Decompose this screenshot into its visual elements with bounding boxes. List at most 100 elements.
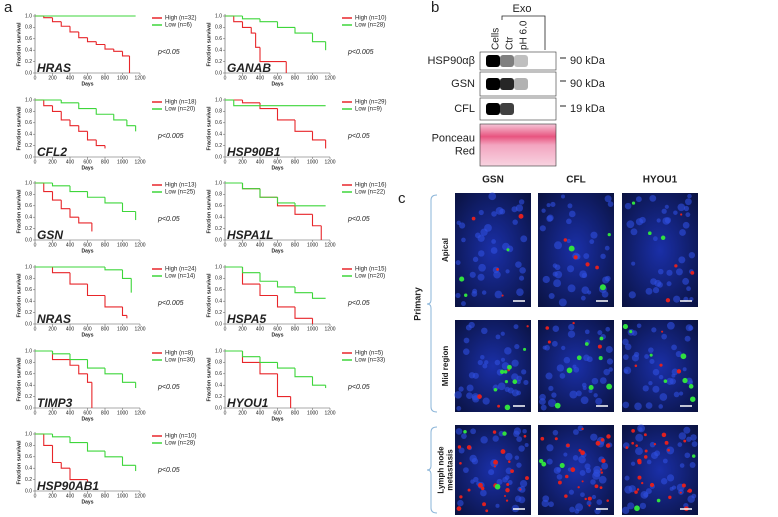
legend-label: Low (n=9) [355, 107, 382, 113]
red-signal [588, 504, 591, 507]
green-signal [503, 369, 508, 374]
nucleus [473, 476, 479, 483]
red-signal [467, 488, 471, 492]
gene-label: HSP90AB1 [37, 479, 99, 493]
survival-step [259, 102, 278, 110]
row-label: Red [455, 145, 475, 157]
gene-label: HRAS [37, 61, 71, 75]
nucleus [666, 377, 674, 385]
y-tick-label: 0.2 [25, 477, 32, 483]
column-label: CFL [566, 175, 585, 186]
y-axis-label: Fraction survival [206, 106, 212, 150]
x-tick-label: 600 [273, 75, 282, 81]
red-signal [659, 363, 663, 367]
survival-step [69, 436, 88, 444]
nucleus [466, 384, 474, 392]
nucleus [687, 193, 692, 199]
nucleus [516, 375, 523, 382]
y-axis-label: Fraction survival [16, 22, 22, 66]
row-label: Lymph node [437, 446, 446, 494]
nucleus [572, 455, 579, 461]
red-signal [504, 494, 507, 497]
y-tick-label: 0.2 [215, 310, 222, 316]
nucleus [465, 324, 472, 331]
survival-step [69, 359, 79, 366]
nucleus [556, 474, 563, 480]
red-signal [570, 467, 576, 473]
nucleus [556, 364, 565, 372]
x-tick-label: 800 [101, 159, 110, 165]
y-tick-label: 0.0 [25, 405, 32, 411]
green-signal [494, 484, 501, 490]
x-tick-label: 600 [83, 75, 92, 81]
x-tick-label: 800 [101, 410, 110, 416]
x-tick-label: 200 [48, 410, 57, 416]
nucleus [513, 430, 520, 438]
red-signal [506, 483, 510, 487]
green-signal [523, 347, 527, 351]
nucleus [540, 404, 547, 411]
green-signal [463, 429, 467, 434]
survival-step [241, 100, 260, 104]
nucleus [463, 467, 469, 473]
nucleus [652, 287, 660, 294]
nucleus [551, 340, 558, 347]
nucleus [624, 369, 629, 374]
x-tick-label: 0 [34, 242, 37, 248]
nucleus [457, 499, 464, 507]
lane-label: Cells [491, 28, 502, 50]
green-signal [507, 364, 512, 370]
survival-step [51, 267, 70, 274]
lane-label: Ctr [505, 36, 516, 50]
nucleus [623, 354, 629, 360]
nucleus [519, 479, 528, 488]
survival-step [121, 51, 130, 57]
nucleus [480, 489, 487, 497]
nucleus [646, 459, 652, 465]
nucleus [505, 467, 513, 475]
nucleus [642, 385, 649, 392]
survival-step [51, 351, 70, 355]
x-tick-label: 200 [238, 75, 247, 81]
red-signal [643, 455, 648, 459]
y-tick-label: 0.4 [25, 466, 32, 472]
x-tick-label: 0 [34, 75, 37, 81]
nucleus [478, 250, 485, 257]
nucleus [685, 212, 691, 218]
survival-step [294, 368, 313, 378]
red-signal [631, 441, 635, 445]
y-tick-label: 0.2 [25, 310, 32, 316]
x-tick-label: 400 [66, 242, 75, 248]
nucleus [567, 284, 576, 293]
p-value: p<0.05 [157, 216, 180, 223]
x-tick-label: 1200 [134, 159, 145, 165]
nucleus [639, 216, 646, 224]
nucleus [516, 436, 523, 443]
survival-step [95, 108, 114, 115]
y-tick-label: 1.0 [215, 97, 222, 103]
x-tick-label: 400 [256, 75, 265, 81]
x-axis-label: Days [272, 248, 284, 254]
green-signal [629, 330, 633, 334]
p-value: p<0.05 [347, 384, 370, 391]
y-axis-label: Fraction survival [16, 189, 22, 233]
y-tick-label: 0.0 [25, 488, 32, 494]
red-signal [459, 495, 463, 499]
nucleus [634, 402, 642, 411]
survival-step [69, 119, 79, 127]
blot-band [500, 103, 514, 115]
nucleus [635, 433, 644, 442]
x-tick-label: 600 [83, 242, 92, 248]
survival-step [276, 281, 295, 288]
nucleus [666, 474, 675, 482]
survival-step [126, 119, 136, 127]
nucleus [461, 433, 467, 439]
red-signal [594, 484, 599, 489]
group-label: Primary [412, 287, 422, 321]
y-tick-label: 0.8 [25, 25, 32, 31]
nucleus [598, 475, 607, 484]
green-signal [631, 201, 636, 205]
x-tick-label: 400 [256, 159, 265, 165]
red-signal [600, 468, 603, 471]
y-tick-label: 0.2 [25, 226, 32, 232]
